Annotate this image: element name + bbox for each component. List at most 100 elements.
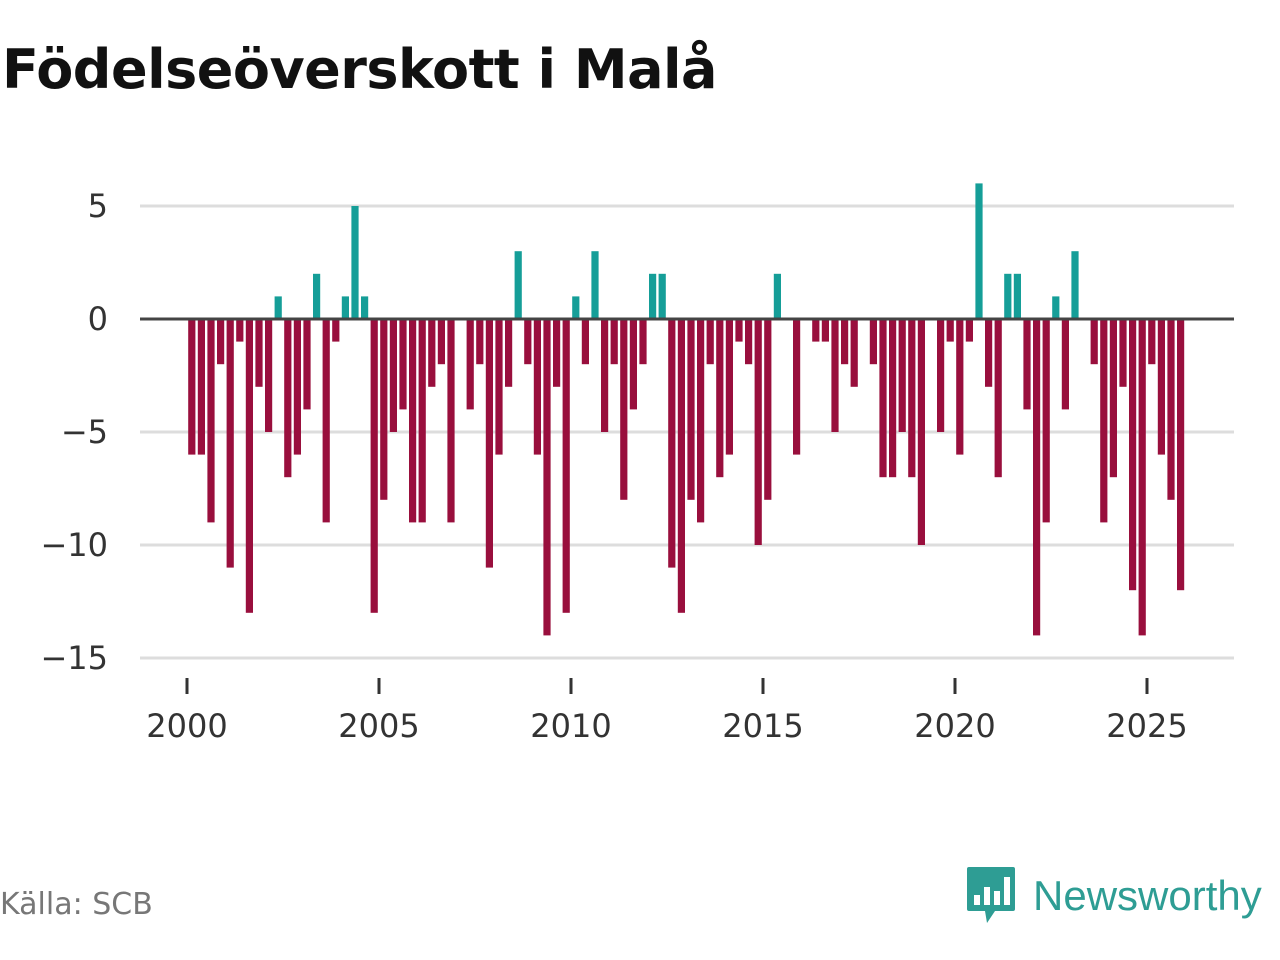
bar: 2020 K1: -6 xyxy=(956,319,964,455)
x-tick-label: 2000 xyxy=(146,707,227,745)
x-axis: 2000 2005 2010 2015 2020 2025 xyxy=(146,678,1188,745)
bar: 2016 K2: -1 xyxy=(812,319,820,342)
bar: 2008 K2: -3 xyxy=(505,319,513,387)
bar: 2003 K2: 2 xyxy=(313,273,321,319)
bar: 2015 K2: 2 xyxy=(773,273,781,319)
bar: 2009 K4: -13 xyxy=(562,319,570,613)
bar: 2024 K4: -14 xyxy=(1138,319,1146,636)
bar: 2020 K4: -3 xyxy=(985,319,993,387)
x-tick-label: 2010 xyxy=(530,707,611,745)
bar: 2002 K3: -7 xyxy=(284,319,292,478)
bar: 2022 K1: -14 xyxy=(1033,319,1041,636)
bar: 2005 K4: -9 xyxy=(409,319,417,523)
bar: 2002 K4: -6 xyxy=(293,319,301,455)
bar: 2010 K1: 1 xyxy=(572,296,580,319)
bar: 2021 K4: -4 xyxy=(1023,319,1031,410)
bar: 2020 K3: 6 xyxy=(975,183,983,319)
bar: 2010 K3: 3 xyxy=(591,251,599,319)
bar: 2001 K1: -11 xyxy=(226,319,234,568)
bar: 2012 K2: 2 xyxy=(658,273,666,319)
y-tick-label: −5 xyxy=(61,413,108,451)
bar: 2020 K2: -1 xyxy=(965,319,973,342)
bar: 2007 K3: -2 xyxy=(476,319,484,365)
source-note: Källa: SCB xyxy=(0,887,153,922)
bar: 2007 K4: -11 xyxy=(485,319,493,568)
brand-logo[interactable]: Newsworthy xyxy=(965,865,1262,927)
bar: 2014 K3: -2 xyxy=(745,319,753,365)
bar: 2011 K1: -2 xyxy=(610,319,618,365)
bar: 2017 K1: -2 xyxy=(841,319,849,365)
bar: 2021 K3: 2 xyxy=(1013,273,1021,319)
bar: 2017 K2: -3 xyxy=(850,319,858,387)
bars: 2000 K1: -62000 K2: -62000 K3: -92000 K4… xyxy=(188,183,1185,636)
bar: 2006 K4: -9 xyxy=(447,319,455,523)
bar: 2018 K1: -7 xyxy=(879,319,887,478)
bar: 2012 K3: -11 xyxy=(668,319,676,568)
x-tick-label: 2020 xyxy=(914,707,995,745)
bar: 2009 K2: -14 xyxy=(543,319,551,636)
bar: 2014 K2: -1 xyxy=(735,319,743,342)
bar: 2000 K4: -2 xyxy=(217,319,225,365)
bar: 2023 K4: -9 xyxy=(1100,319,1108,523)
page-title: Födelseöverskott i Malå xyxy=(2,38,717,101)
bar: 2025 K3: -8 xyxy=(1167,319,1175,500)
bar: 2007 K2: -4 xyxy=(466,319,474,410)
bar: 2022 K3: 1 xyxy=(1052,296,1060,319)
bar: 2013 K4: -7 xyxy=(716,319,724,478)
bar: 2016 K3: -1 xyxy=(821,319,829,342)
bar: 2019 K3: -5 xyxy=(937,319,945,432)
bar: 2008 K1: -6 xyxy=(495,319,503,455)
bar: 2018 K3: -5 xyxy=(898,319,906,432)
bar: 2004 K3: 1 xyxy=(361,296,369,319)
gridlines xyxy=(140,204,1234,660)
bar: 2023 K3: -2 xyxy=(1090,319,1098,365)
bar: 2024 K2: -3 xyxy=(1119,319,1127,387)
y-tick-label: −10 xyxy=(40,526,108,564)
bar: 2005 K3: -4 xyxy=(399,319,407,410)
bar: 2011 K4: -2 xyxy=(639,319,647,365)
bar: 2016 K4: -5 xyxy=(831,319,839,432)
y-tick-label: −15 xyxy=(40,639,108,677)
bar: 2012 K1: 2 xyxy=(649,273,657,319)
bar: 2025 K1: -2 xyxy=(1148,319,1156,365)
bar: 2018 K4: -7 xyxy=(908,319,916,478)
y-tick-label: 0 xyxy=(88,300,108,338)
y-tick-label: 5 xyxy=(88,187,108,225)
brand-name: Newsworthy xyxy=(1033,872,1262,919)
newsworthy-logo-icon xyxy=(967,867,1015,923)
bar: 2002 K2: 1 xyxy=(274,296,282,319)
bar: 2011 K3: -4 xyxy=(629,319,637,410)
bar: 2013 K2: -9 xyxy=(697,319,705,523)
bar: 2019 K4: -1 xyxy=(946,319,954,342)
bar: 2009 K3: -3 xyxy=(553,319,561,387)
bar: 2015 K1: -8 xyxy=(764,319,772,500)
bar: 2022 K4: -4 xyxy=(1061,319,1069,410)
bar: 2002 K1: -5 xyxy=(265,319,273,432)
bar: 2008 K3: 3 xyxy=(514,251,522,319)
bar: 2011 K2: -8 xyxy=(620,319,628,500)
bar: 2005 K1: -8 xyxy=(380,319,388,500)
bar: 2024 K1: -7 xyxy=(1109,319,1117,478)
bar: 2000 K2: -6 xyxy=(197,319,205,455)
bar: 2024 K3: -12 xyxy=(1129,319,1137,591)
bar: 2021 K2: 2 xyxy=(1004,273,1012,319)
bar: 2008 K4: -2 xyxy=(524,319,532,365)
bar: 2006 K3: -2 xyxy=(437,319,445,365)
bar: 2001 K2: -1 xyxy=(236,319,244,342)
bar: 2014 K4: -10 xyxy=(754,319,762,545)
bar: 2022 K2: -9 xyxy=(1042,319,1050,523)
bar: 2001 K3: -13 xyxy=(245,319,253,613)
bar: 2003 K3: -9 xyxy=(322,319,330,523)
bar: 2015 K4: -6 xyxy=(793,319,801,455)
bar: 2013 K3: -2 xyxy=(706,319,714,365)
x-tick-label: 2005 xyxy=(338,707,419,745)
bar: 2013 K1: -8 xyxy=(687,319,695,500)
y-axis-labels: 5 0 −5 −10 −15 xyxy=(40,187,108,677)
bar: 2025 K4: -12 xyxy=(1177,319,1185,591)
bar: 2000 K3: -9 xyxy=(207,319,215,523)
bar: 2023 K1: 3 xyxy=(1071,251,1079,319)
bar: 2001 K4: -3 xyxy=(255,319,263,387)
bar: 2004 K4: -13 xyxy=(370,319,378,613)
x-tick-label: 2015 xyxy=(722,707,803,745)
